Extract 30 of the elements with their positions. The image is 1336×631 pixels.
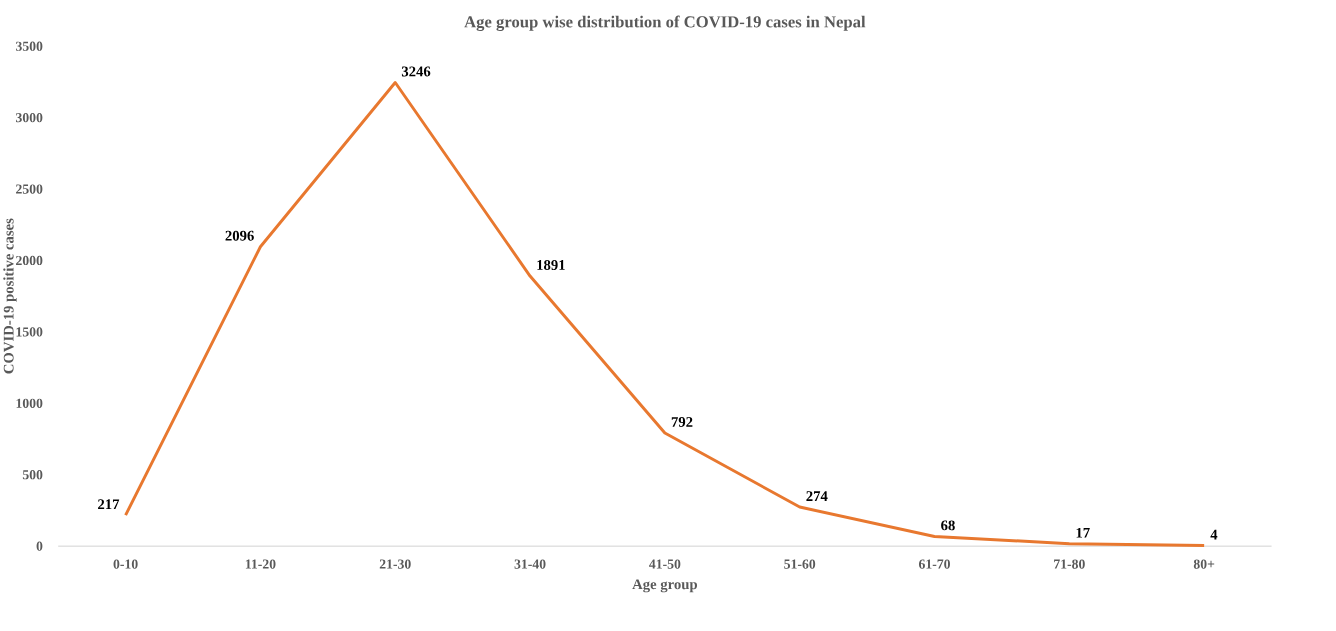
y-tick-label: 2000 (16, 255, 43, 266)
data-label: 1891 (537, 260, 565, 271)
x-tick-label: 0-10 (113, 559, 138, 569)
x-tick-label: 11-20 (245, 559, 276, 569)
data-label: 217 (98, 499, 120, 510)
y-tick-label: 1000 (16, 398, 43, 409)
data-label: 2096 (225, 230, 254, 241)
y-tick-label: 3000 (15, 113, 43, 123)
chart-title: Age group wise distribution of COVID-19 cases in Nepal (464, 15, 866, 32)
x-tick-label: 61-70 (918, 559, 950, 569)
data-label: 68 (941, 520, 955, 531)
y-tick-label: 3500 (15, 41, 43, 51)
data-label: 274 (806, 491, 828, 502)
y-tick-label: 500 (22, 470, 43, 480)
y-tick-label: 1500 (16, 327, 43, 337)
data-label: 4 (1210, 529, 1218, 540)
data-label: 3246 (401, 66, 431, 77)
x-tick-label: 41-50 (649, 559, 681, 569)
line-series (124, 81, 1206, 548)
x-tick-label: 21-30 (379, 559, 411, 569)
x-axis-title: Age group (632, 579, 698, 593)
y-tick-label: 2500 (16, 184, 43, 194)
x-tick-label: 80+ (1193, 559, 1215, 569)
y-tick-label: 0 (36, 541, 43, 551)
data-label: 792 (671, 417, 693, 428)
y-axis-title: COVID-19 positive cases (3, 218, 17, 374)
x-tick-label: 71-80 (1054, 559, 1085, 569)
data-label: 17 (1076, 528, 1090, 538)
x-tick-label: 51-60 (784, 559, 816, 569)
x-tick-label: 31-40 (514, 559, 546, 569)
